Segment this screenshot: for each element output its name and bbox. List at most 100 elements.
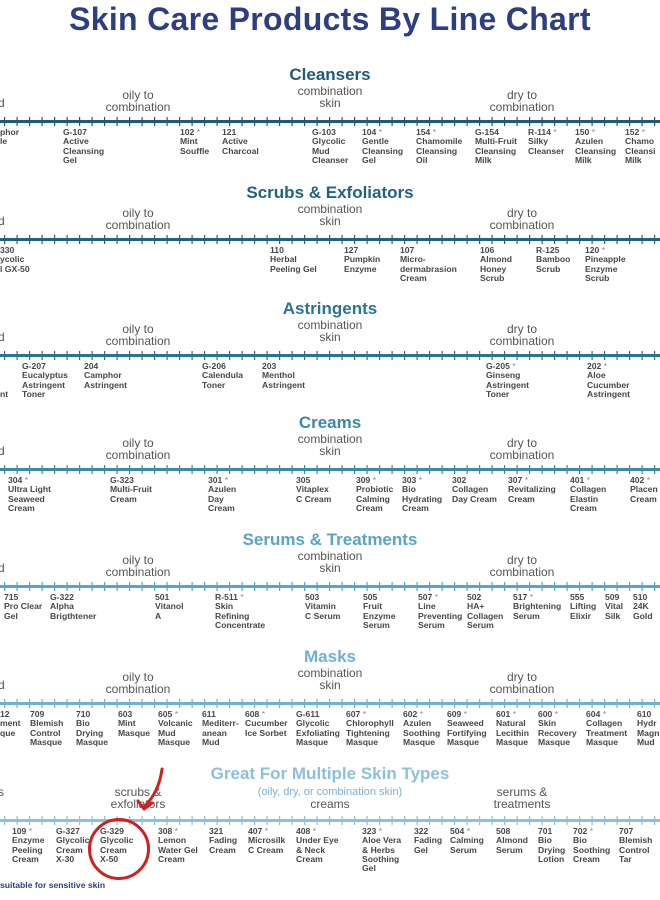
product-label: 202 * Aloe Cucumber Astringent (587, 361, 630, 399)
axis-tick (241, 351, 243, 360)
axis-tick (654, 465, 656, 474)
product-label: 109 * Enzyme Peeling Cream (12, 826, 45, 864)
axis-tick (204, 465, 206, 474)
axis-tick (4, 235, 6, 244)
axis-tick (266, 816, 268, 825)
axis-tick (191, 582, 193, 591)
axis-tick (529, 582, 531, 591)
axis-tick (29, 816, 31, 825)
axis-tick (391, 465, 393, 474)
axis-tick (491, 816, 493, 825)
axis-tick (4, 699, 6, 708)
axis-tick (154, 582, 156, 591)
axis-tick (141, 816, 143, 825)
axis-tick (254, 351, 256, 360)
axis-tick (404, 351, 406, 360)
product-label: 402 * Placen Cream (630, 475, 658, 504)
product-label: 301 * Azulen Day Cream (208, 475, 237, 513)
axis-tick (379, 699, 381, 708)
axis-tick (229, 117, 231, 126)
axis-tick (591, 582, 593, 591)
axis-tick (504, 582, 506, 591)
product-label: 715 Pro Clear Gel (4, 592, 43, 621)
product-label: 107 Micro- dermabrasion Cream (400, 245, 457, 283)
axis-tick (179, 816, 181, 825)
axis-tick (141, 235, 143, 244)
axis-tick (241, 465, 243, 474)
axis-tick (204, 699, 206, 708)
section-6: Great For Multiple Skin Types (oily, dry,… (0, 764, 660, 882)
axis-tick (79, 351, 81, 360)
axis-tick (429, 351, 431, 360)
axis-tick (154, 117, 156, 126)
axis-tick (41, 582, 43, 591)
axis-tick (566, 117, 568, 126)
product-label: G-205 * Ginseng Astringent Toner (486, 361, 529, 399)
axis-tick (604, 235, 606, 244)
axis-tick (91, 582, 93, 591)
section-title: Serums & Treatments (242, 530, 418, 549)
axis-tick (79, 699, 81, 708)
axis-tick (441, 351, 443, 360)
axis-tick (279, 117, 281, 126)
axis-tick (279, 351, 281, 360)
axis-tick (541, 351, 543, 360)
axis-tick (479, 235, 481, 244)
section-subtitle: (oily, dry, or combination skin) (257, 786, 403, 798)
axis-tick (79, 816, 81, 825)
axis-tick (441, 582, 443, 591)
axis-line (0, 699, 660, 708)
axis-tick (491, 699, 493, 708)
axis-tick (216, 235, 218, 244)
category-label: s (0, 785, 4, 799)
axis-tick (341, 582, 343, 591)
axis-tick (291, 235, 293, 244)
product-label: 605 * Volcanic Mud Masque (158, 709, 193, 747)
axis-tick (354, 699, 356, 708)
axis-tick (604, 699, 606, 708)
axis-tick (566, 582, 568, 591)
axis-tick (366, 117, 368, 126)
axis-tick (491, 235, 493, 244)
axis-tick (266, 351, 268, 360)
axis-tick (591, 235, 593, 244)
axis-tick (16, 699, 18, 708)
axis-tick (629, 235, 631, 244)
axis-tick (541, 235, 543, 244)
axis-tick (379, 351, 381, 360)
axis-tick (416, 117, 418, 126)
axis-tick (329, 465, 331, 474)
section-title: Great For Multiple Skin Types (210, 764, 450, 783)
axis-tick (16, 235, 18, 244)
axis-tick (616, 117, 618, 126)
product-label: 154 * Chamomile Cleansing Oil (416, 127, 463, 165)
axis-tick (304, 816, 306, 825)
axis-tick (229, 235, 231, 244)
axis-tick (166, 117, 168, 126)
axis-tick (554, 816, 556, 825)
axis-tick (216, 465, 218, 474)
product-label: G-107 Active Cleansing Gel (63, 127, 105, 165)
axis-tick (391, 351, 393, 360)
axis-tick (404, 699, 406, 708)
category-label: combination skin (297, 549, 363, 575)
product-label: G-327 Glycolic Cream X-30 (56, 826, 90, 864)
axis-tick (504, 235, 506, 244)
axis-tick (479, 351, 481, 360)
axis-tick (254, 699, 256, 708)
axis-tick (41, 465, 43, 474)
axis-tick (516, 465, 518, 474)
axis-tick (629, 351, 631, 360)
axis-tick (304, 582, 306, 591)
axis-tick (154, 699, 156, 708)
axis-tick (329, 699, 331, 708)
axis-tick (29, 699, 31, 708)
axis-tick (579, 351, 581, 360)
axis-tick (41, 699, 43, 708)
axis-tick (266, 582, 268, 591)
axis-tick (454, 816, 456, 825)
category-label: d (0, 330, 5, 344)
axis-tick (216, 351, 218, 360)
axis-tick (4, 351, 6, 360)
axis-tick (179, 235, 181, 244)
